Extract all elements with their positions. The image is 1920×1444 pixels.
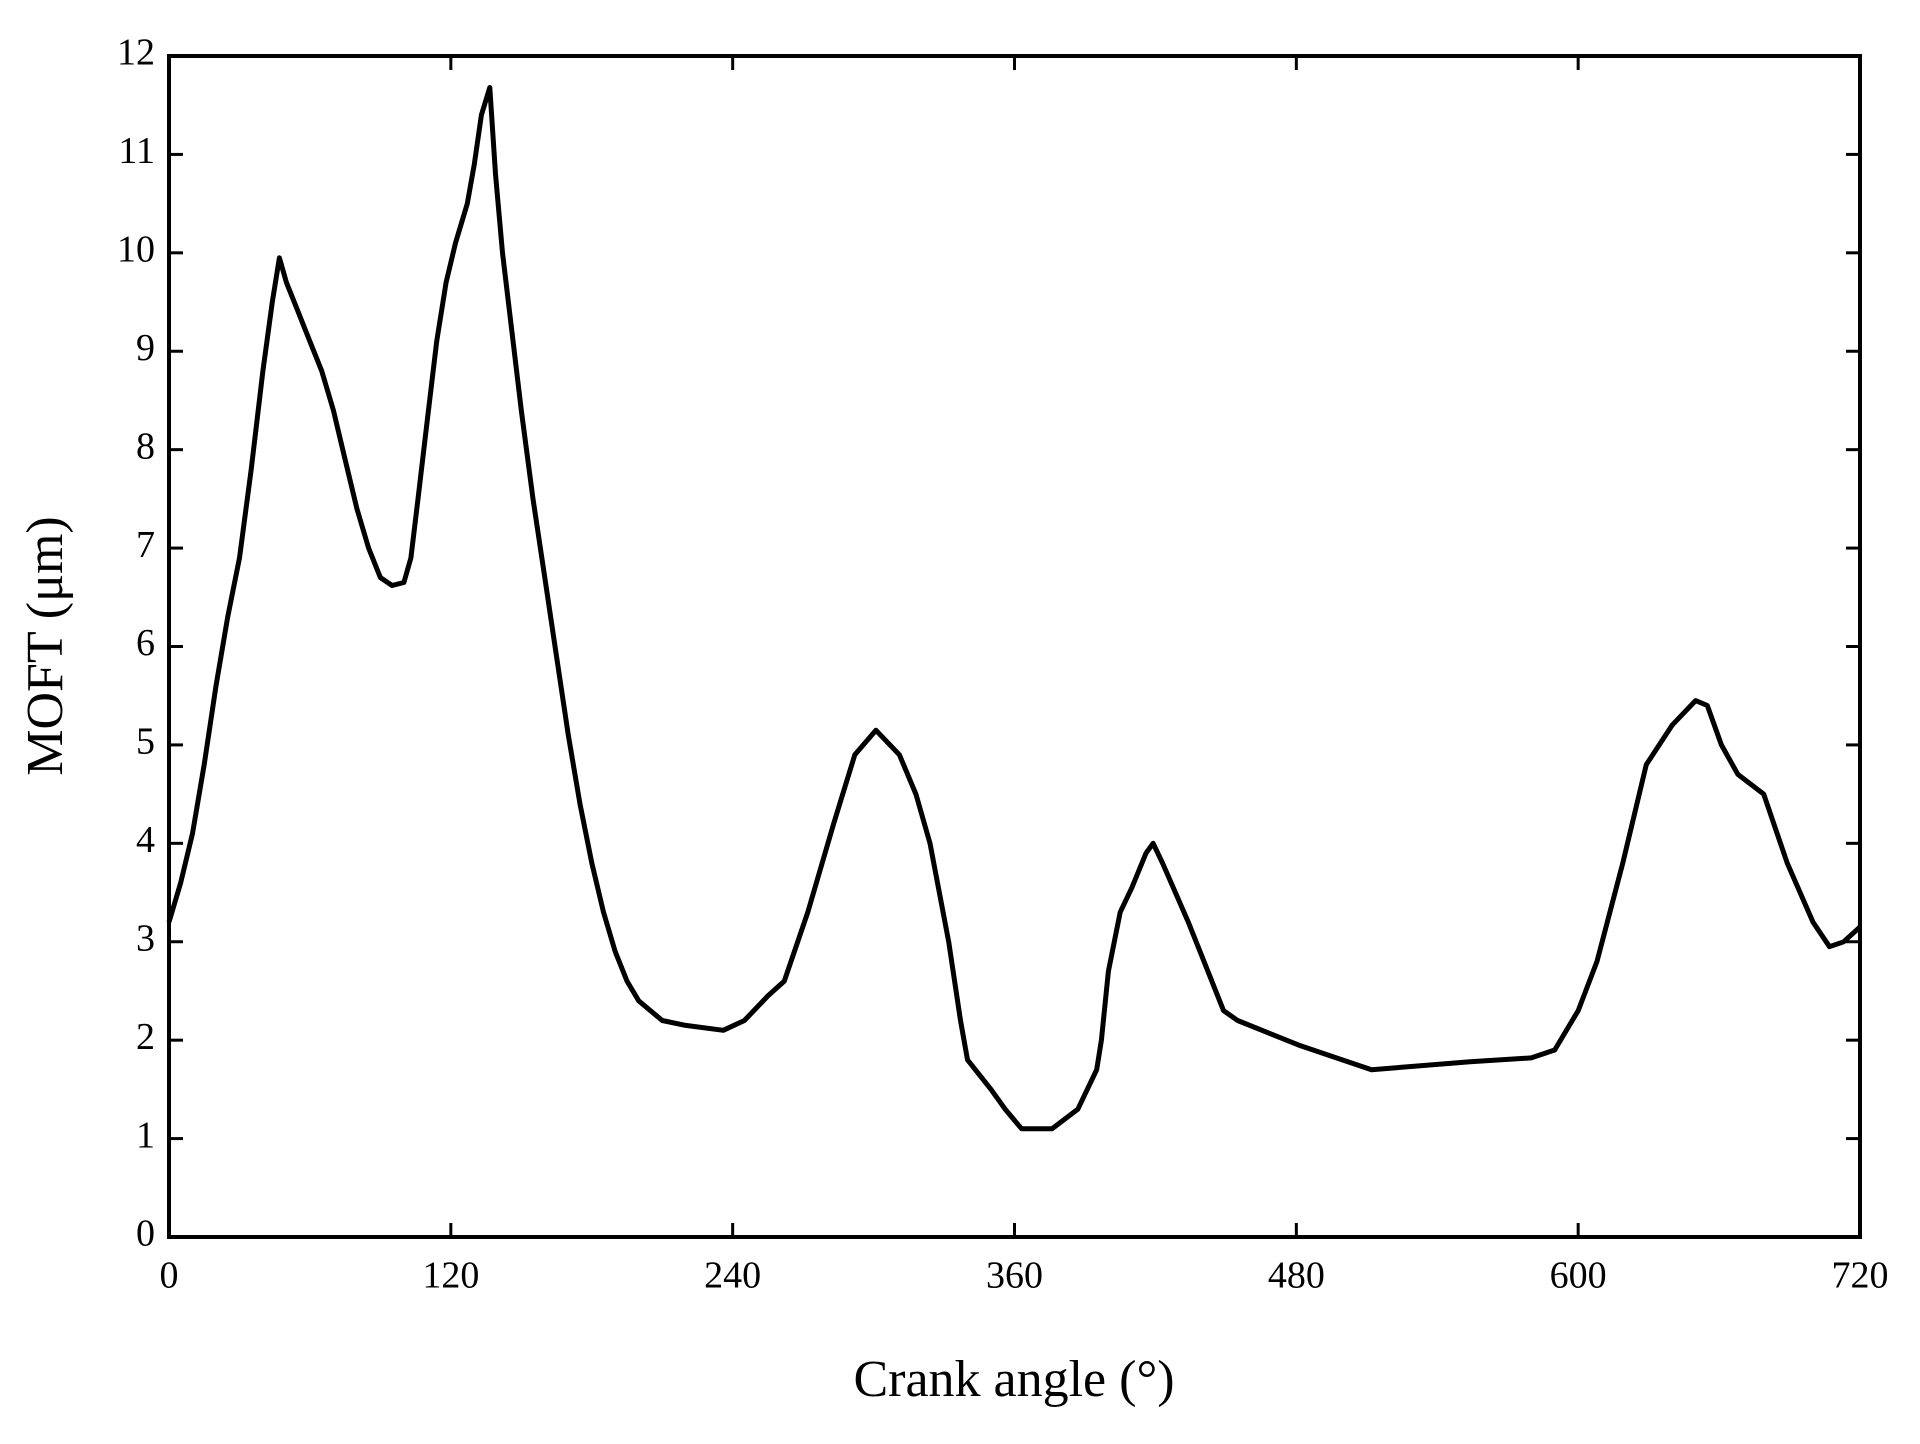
y-tick-label: 2 [136,1016,155,1058]
y-tick-label: 6 [136,622,155,664]
y-tick-label: 5 [136,721,155,763]
y-tick-label: 10 [117,229,155,271]
data-line [166,85,1862,1132]
x-tick-label: 480 [1268,1255,1325,1297]
x-tick-label: 0 [160,1255,179,1297]
y-tick-label: 0 [136,1213,155,1255]
y-tick-label: 1 [136,1114,155,1156]
y-tick-label: 4 [136,819,155,861]
x-tick-label: 360 [986,1255,1043,1297]
y-tick-label: 7 [136,524,155,566]
x-tick-label: 240 [704,1255,761,1297]
x-tick-label: 600 [1550,1255,1607,1297]
y-axis-label: MOFT (μm) [17,516,74,776]
y-tick-label: 8 [136,425,155,467]
x-tick-label: 120 [422,1255,479,1297]
y-tick-label: 3 [136,917,155,959]
x-axis-label: Crank angle (°) [853,1351,1174,1408]
y-tick-label: 9 [136,327,155,369]
x-tick-label: 720 [1832,1255,1889,1297]
y-tick-label: 12 [117,32,155,74]
plot-frame [167,54,1862,1239]
y-tick-label: 11 [118,130,155,172]
